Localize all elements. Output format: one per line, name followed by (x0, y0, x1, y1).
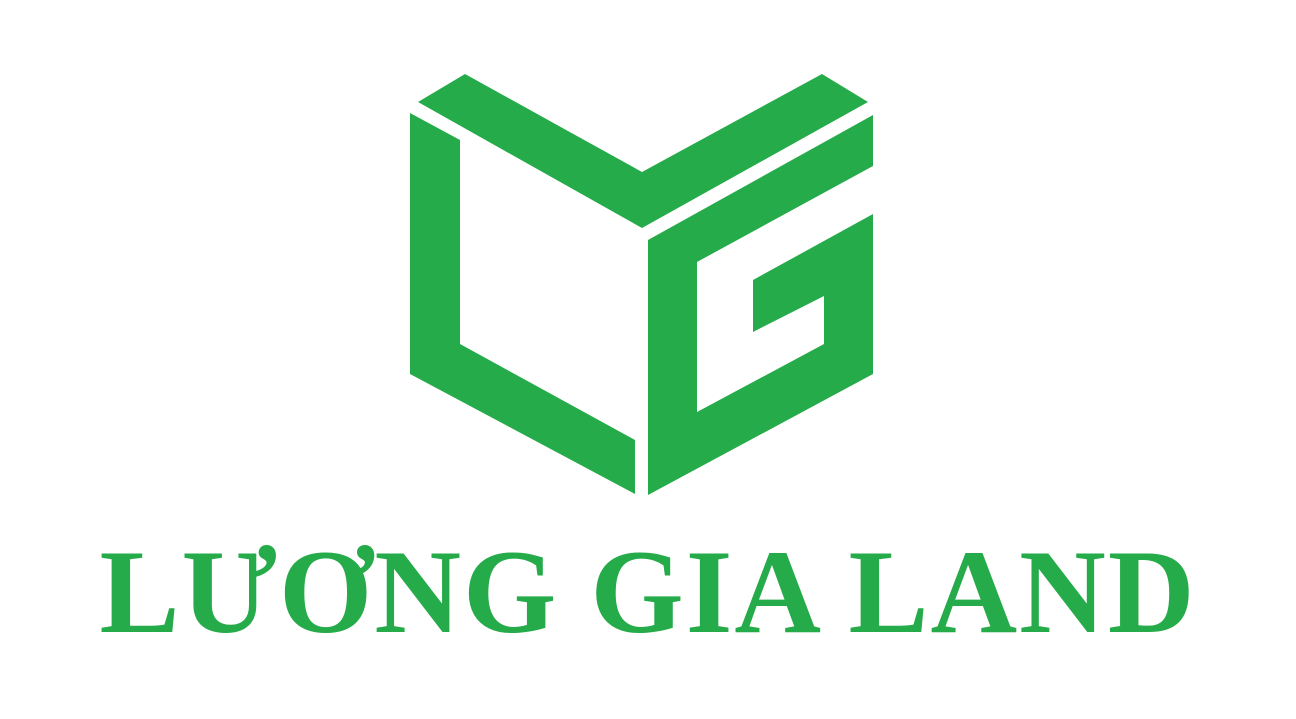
brand-name: LƯƠNG GIA LAND (99, 525, 1197, 658)
cube-top-right-face (642, 74, 868, 228)
cube-top-left-face (418, 74, 642, 228)
letter-g-shape (648, 115, 873, 495)
letter-l-shape (410, 113, 635, 494)
